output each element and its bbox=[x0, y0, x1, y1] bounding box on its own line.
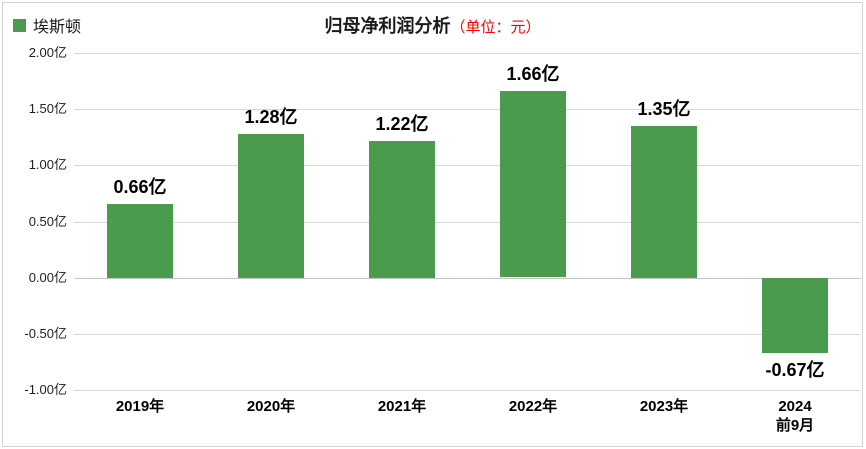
data-label: 1.66亿 bbox=[506, 64, 560, 84]
y-axis-tick-label: 1.00亿 bbox=[28, 157, 67, 172]
bar-2024前9月 bbox=[762, 278, 828, 353]
gridline bbox=[74, 53, 861, 54]
y-axis-tick-label: -1.00亿 bbox=[24, 382, 67, 397]
gridline bbox=[74, 165, 861, 166]
legend-swatch-icon bbox=[13, 18, 26, 32]
data-label: 0.66亿 bbox=[113, 177, 167, 197]
y-axis-tick-label: 0.00亿 bbox=[28, 270, 67, 285]
x-axis-label: 2023年 bbox=[639, 398, 689, 415]
bar-2021年 bbox=[369, 141, 435, 278]
chart-title: 归母净利润分析（单位：元） bbox=[3, 12, 862, 38]
chart-title-unit: （单位：元） bbox=[450, 19, 541, 36]
x-axis-label: 2024 前9月 bbox=[775, 398, 815, 434]
gridline bbox=[74, 222, 861, 223]
y-axis-tick-label: -0.50亿 bbox=[24, 326, 67, 341]
x-axis-label: 2020年 bbox=[246, 398, 296, 415]
legend-label: 埃斯顿 bbox=[33, 19, 82, 36]
y-axis-tick-label: 0.50亿 bbox=[28, 214, 67, 229]
data-label: -0.67亿 bbox=[765, 360, 825, 380]
zero-gridline bbox=[74, 278, 861, 279]
chart-title-text: 归母净利润分析 bbox=[324, 16, 451, 36]
bar-2022年 bbox=[500, 91, 566, 277]
bar-2019年 bbox=[107, 204, 173, 278]
bar-2020年 bbox=[238, 134, 304, 278]
x-axis-label: 2022年 bbox=[508, 398, 558, 415]
x-axis-label: 2019年 bbox=[115, 398, 165, 415]
legend: 埃斯顿 bbox=[13, 13, 81, 37]
gridline bbox=[74, 334, 861, 335]
data-label: 1.22亿 bbox=[375, 114, 429, 134]
bar-2023年 bbox=[631, 126, 697, 278]
x-axis-label: 2021年 bbox=[377, 398, 427, 415]
gridline bbox=[74, 109, 861, 110]
gridline bbox=[74, 390, 861, 391]
data-label: 1.28亿 bbox=[244, 107, 298, 127]
data-label: 1.35亿 bbox=[637, 99, 691, 119]
y-axis-tick-label: 2.00亿 bbox=[28, 45, 67, 60]
plot-area: 2.00亿 1.50亿 1.00亿 0.50亿 0.00亿 -0.50亿 -1.00亿 0.6… bbox=[3, 3, 862, 446]
y-axis-tick-label: 1.50亿 bbox=[28, 101, 67, 116]
